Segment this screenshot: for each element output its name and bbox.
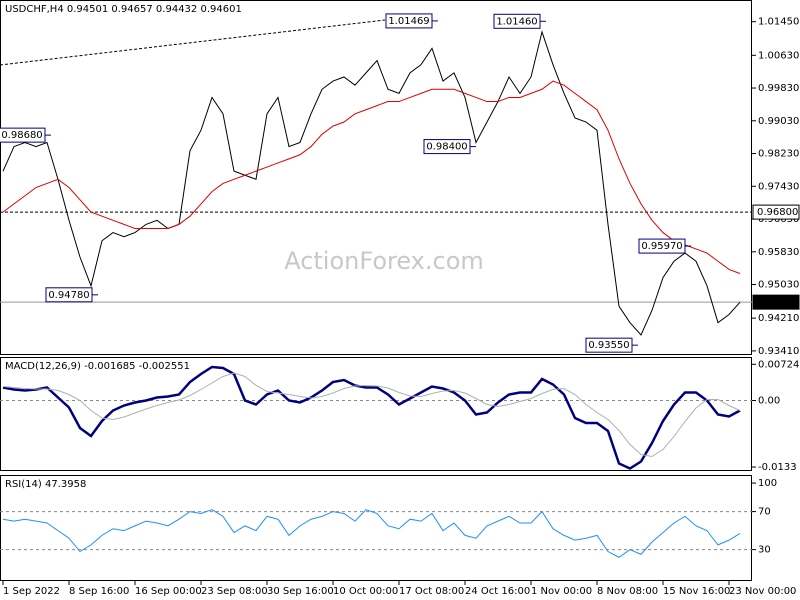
annotation-box — [385, 13, 433, 29]
price-label: 0.96800 — [757, 207, 798, 218]
watermark: ActionForex.com — [284, 247, 484, 275]
y-tick-label: 1.00630 — [758, 50, 799, 61]
annotation-box — [0, 127, 46, 143]
x-tick-label: 30 Sep 16:00 — [267, 586, 334, 597]
x-tick-label: 10 Oct 00:00 — [333, 586, 398, 597]
annotation-label: 0.98680 — [1, 130, 42, 141]
annotation-box — [45, 287, 93, 303]
y-tick-label: 70 — [758, 507, 771, 518]
annotation-box — [423, 139, 471, 155]
x-tick-label: 17 Oct 08:00 — [399, 586, 464, 597]
panel-title: USDCHF,H4 0.94501 0.94657 0.94432 0.9460… — [5, 4, 242, 15]
annotation-label: 0.95970 — [641, 241, 682, 252]
x-tick-label: 23 Nov 00:00 — [729, 586, 796, 597]
y-tick-label: 0.95030 — [758, 280, 799, 291]
x-tick-label: 1 Nov 00:00 — [531, 586, 592, 597]
series-line — [2, 365, 741, 470]
x-tick-label: 8 Nov 08:00 — [597, 586, 658, 597]
y-tick-label: 1.01450 — [758, 17, 799, 28]
price-frame — [0, 0, 752, 355]
x-tick-label: 8 Sep 16:00 — [69, 586, 129, 597]
y-tick-label: 0.00 — [758, 396, 780, 407]
annotation-box — [493, 13, 541, 29]
y-tick-label: 100 — [758, 478, 777, 489]
y-tick-label: 0.93410 — [758, 346, 799, 357]
series-line — [2, 509, 741, 558]
price-label-box — [752, 294, 800, 310]
series-line — [2, 80, 741, 274]
annotation-label: 0.94780 — [48, 290, 89, 301]
y-tick-label: 0.99830 — [758, 83, 799, 94]
annotation-box — [585, 337, 633, 353]
y-tick-label: 0.00724 — [758, 359, 799, 370]
x-tick-label: 23 Sep 08:00 — [201, 586, 268, 597]
price-label: 0.94601 — [757, 297, 798, 308]
x-tick-label: 24 Oct 16:00 — [465, 586, 530, 597]
y-tick-label: 30 — [758, 545, 771, 556]
annotation-label: 0.98400 — [426, 142, 467, 153]
annotation-label: 1.01469 — [388, 16, 429, 27]
series-line — [2, 30, 741, 336]
y-tick-label: 0.95830 — [758, 247, 799, 258]
y-tick-label: 0.98230 — [758, 149, 799, 160]
y-tick-label: 0.94210 — [758, 313, 799, 324]
panel-title: RSI(14) 47.3958 — [5, 479, 86, 490]
panel-title: MACD(12,26,9) -0.001685 -0.002551 — [5, 361, 190, 372]
annotation-box — [638, 238, 686, 254]
rsi-frame — [0, 475, 752, 581]
x-tick-label: 15 Nov 16:00 — [663, 586, 730, 597]
price-label-box — [752, 204, 800, 220]
series-line — [2, 372, 741, 458]
x-tick-label: 16 Sep 00:00 — [135, 586, 202, 597]
y-tick-label: 0.99030 — [758, 116, 799, 127]
x-tick-label: 1 Sep 2022 — [3, 586, 60, 597]
y-tick-label: -0.0133 — [758, 462, 797, 473]
y-tick-label: 0.97430 — [758, 181, 799, 192]
annotation-label: 0.93550 — [588, 340, 629, 351]
annotation-label: 1.01460 — [496, 16, 537, 27]
macd-frame — [0, 357, 752, 471]
